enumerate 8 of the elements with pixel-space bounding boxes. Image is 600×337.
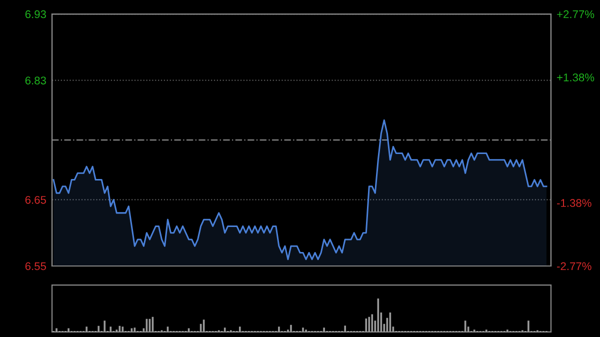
- y-tick-label: 6.83: [25, 76, 46, 84]
- y-tick-label: 6.65: [25, 196, 46, 204]
- y-tick-label: 6.55: [25, 262, 46, 270]
- y2-tick-label: +2.77%: [557, 10, 594, 18]
- y-tick-label: 6.93: [25, 10, 46, 18]
- y2-tick-label: -2.77%: [557, 262, 592, 270]
- y2-tick-label: +1.38%: [557, 74, 594, 82]
- y2-tick-label: -1.38%: [557, 199, 592, 207]
